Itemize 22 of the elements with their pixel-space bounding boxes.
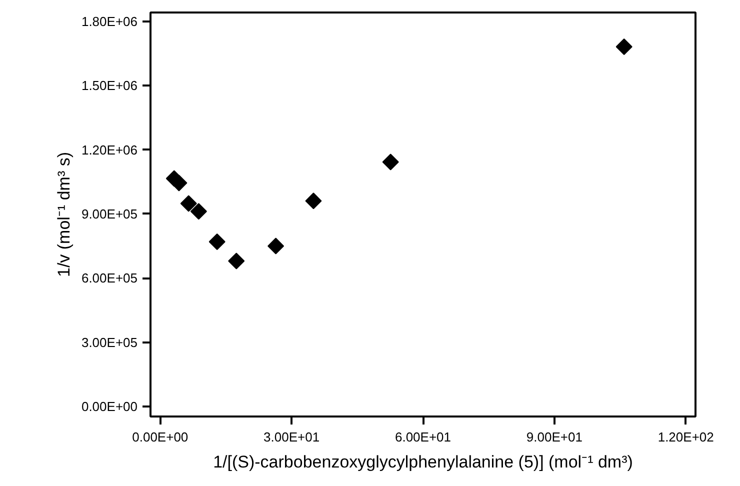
- y-tick-label: 0.00E+00: [81, 398, 138, 414]
- point: [208, 233, 226, 250]
- y-tick-label: 9.00E+05: [81, 206, 138, 222]
- point: [190, 203, 207, 220]
- point: [180, 195, 197, 212]
- y-tick-label: 6.00E+05: [81, 270, 138, 286]
- y-tick-label: 3.00E+05: [81, 334, 138, 350]
- point: [305, 192, 322, 210]
- y-tick-label: 1.80E+06: [81, 14, 138, 29]
- x-tick-label: 9.00E+01: [526, 430, 582, 444]
- point: [228, 252, 245, 270]
- point: [616, 38, 632, 55]
- x-tick-label: 0.00E+00: [132, 430, 188, 444]
- y-tick-label: 1.50E+06: [81, 78, 138, 94]
- x-tick-label: 6.00E+01: [394, 430, 452, 444]
- point: [382, 154, 399, 170]
- x-tick-label: 3.00E+01: [264, 430, 320, 444]
- point: [268, 238, 284, 254]
- y-tick-label: 1.20E+06: [81, 142, 138, 158]
- y-axis-title: 1/v (mol⁻¹ dm³ s): [54, 152, 74, 277]
- x-axis-title: 1/[(S)-carbobenzoxyglycylphenylalanine (5)] (mol⁻¹ dm³): [213, 452, 633, 472]
- x-tick-label: 1.20E+02: [658, 430, 714, 444]
